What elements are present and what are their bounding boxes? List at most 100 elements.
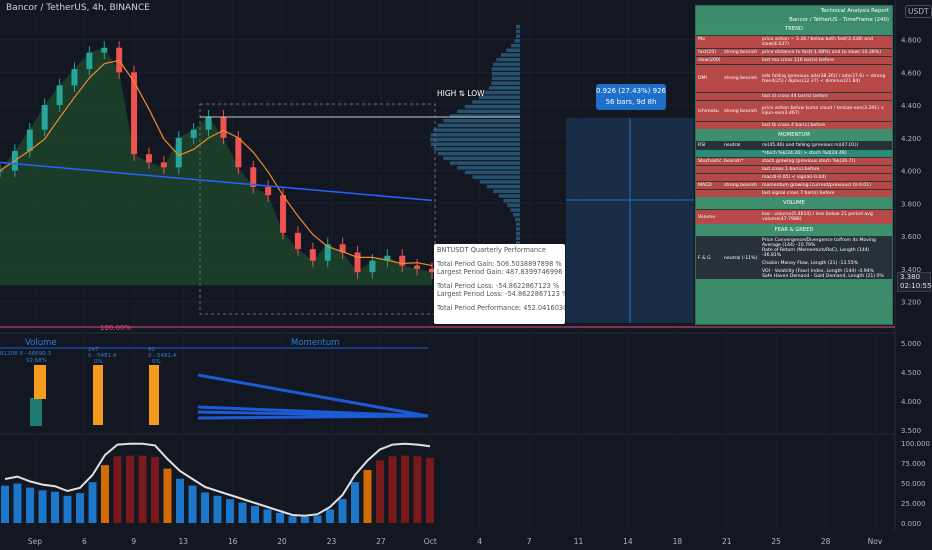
momentum-bar: [326, 509, 334, 523]
perf-largest-gain: Largest Period Gain: 487.8399746996 %: [437, 268, 565, 276]
ta-section-fear: FEAR & GREED: [696, 224, 892, 236]
momentum-bar: [276, 512, 284, 523]
volume-profile-bar: [514, 39, 520, 43]
volume-block: [149, 365, 159, 425]
volume-profile-bar: [493, 62, 520, 67]
volume-profile-bar: [484, 90, 520, 95]
volume-profile-bar: [430, 137, 520, 142]
time-tick-label: 18: [673, 537, 683, 546]
ta-title: Technical Analysis Report: [820, 8, 889, 14]
volume-profile-bar: [472, 175, 520, 179]
volume-profile-bar: [443, 119, 520, 123]
ta-macd-text2: momentum growing (current/previous) 0/-0…: [762, 183, 871, 188]
momentum-bar: [213, 495, 222, 523]
candle-body: [384, 255, 391, 261]
momentum-bar: [301, 516, 309, 523]
slow-ma-line: [0, 161, 433, 202]
ta-dmi-label: DMI: [698, 76, 707, 81]
volume-profile-bar: [479, 95, 520, 99]
ta-fg-state: neutral (-11%): [724, 255, 758, 261]
time-tick-label: 11: [574, 537, 584, 546]
volume-profile-bar: [491, 81, 520, 85]
ta-dmi-text: adx falling (previous adx(38.36)) / adx(…: [762, 73, 886, 84]
volume-profile-bar: [493, 189, 520, 193]
momentum-bar: [401, 455, 409, 523]
momentum-bar: [151, 457, 159, 523]
ta-fg-text3b: Safe Haven Demand - Gold Demand, Length …: [762, 273, 884, 279]
volume-profile-bar: [491, 72, 520, 76]
volume-profile-bar: [430, 133, 520, 137]
volume-profile-bar: [449, 114, 520, 118]
price-tick-label: 4.400: [901, 102, 921, 110]
ta-section-volume: VOLUME: [696, 197, 892, 209]
candle-body: [339, 244, 346, 253]
momentum-bar: [376, 460, 384, 523]
ta-fg-text1b: Rate of Return (Momentum/RoC), Length (1…: [762, 247, 870, 258]
momentum-bar: [88, 482, 97, 523]
candle-body: [71, 69, 78, 86]
candle-body: [26, 129, 33, 151]
time-tick-label: Nov: [868, 537, 883, 546]
momentum-bar: [1, 485, 9, 523]
momentum-trendline: [197, 414, 429, 420]
volume-profile-bar: [510, 43, 520, 48]
volume-profile-bar: [516, 222, 520, 226]
symbol-title: Bancor / TetherUS, 4h, BINANCE: [6, 3, 150, 13]
ta-macd-text3: last signal cross 7 bar(s) before: [762, 191, 835, 196]
time-tick-label: 23: [327, 537, 337, 546]
fast-ma-line: [0, 59, 433, 267]
volume-profile-bar: [516, 231, 520, 236]
countdown: 02:10:55: [900, 282, 932, 290]
last-price-tag: 3.380 02:10:55: [897, 272, 931, 292]
momentum-bar: [288, 516, 297, 523]
momentum-bar: [13, 483, 22, 523]
volume-profile-bar: [516, 227, 520, 231]
candle-body: [41, 105, 48, 130]
momentum-bar: [338, 499, 347, 523]
volume-label: 0 - 5481.4: [148, 353, 177, 359]
time-tick-label: 20: [277, 537, 287, 546]
measure-box: 0.926 (27.43%) 926 56 bars, 9d 8h: [596, 84, 666, 110]
volume-profile-bar: [491, 76, 520, 81]
currency-badge[interactable]: USDT: [905, 5, 932, 18]
ta-section-momentum: MOMENTUM: [696, 129, 892, 141]
momentum-trendline: [197, 373, 429, 418]
momentum-bar: [138, 455, 147, 523]
volume-profile-bar: [513, 213, 520, 217]
volume-profile-bar: [464, 104, 520, 109]
measure-line1: 0.926 (27.43%) 926: [596, 87, 667, 95]
volume-profile-bar: [486, 184, 520, 189]
measure-line2: 56 bars, 9d 8h: [605, 98, 657, 106]
price-tick-label: 3.800: [901, 200, 921, 208]
ta-rsi-text: rsi(45.46) and falling (previous rsi(47.…: [762, 143, 859, 148]
volume-profile-bar: [514, 217, 520, 222]
volume-tick-label: 3.500: [901, 427, 921, 435]
last-price: 3.380: [900, 273, 921, 281]
ta-vol-label: Volume: [698, 214, 716, 220]
volume-profile-bar: [516, 236, 520, 240]
time-tick-label: 6: [82, 537, 87, 546]
price-tick-label: 4.800: [901, 37, 921, 45]
candle-body: [414, 265, 421, 269]
volume-profile-bar: [472, 100, 520, 104]
price-tick-label: 4.000: [901, 168, 921, 176]
momentum-tick-label: 25.000: [901, 500, 926, 508]
candle-body: [324, 244, 331, 261]
ta-ichi-text2: last tk cross 4 bar(s) before: [762, 123, 826, 128]
candle-body: [265, 186, 272, 196]
ta-stoch-label: Stochastic: [698, 159, 722, 164]
momentum-bar: [163, 468, 172, 523]
candle-body: [250, 167, 257, 187]
volume-profile-bar: [500, 53, 520, 57]
volume-profile-bar: [506, 48, 520, 52]
volume-profile-bar: [516, 25, 520, 29]
volume-profile-bar: [437, 123, 520, 128]
volume-profile-bar: [449, 161, 520, 165]
ta-fast-label: fast(20): [698, 50, 717, 55]
ta-stoch-text: *stoch %k(34.26) > stoch %d(24.48): [762, 151, 847, 156]
volume-profile-bar: [457, 166, 520, 170]
momentum-bar: [363, 469, 372, 523]
momentum-bar: [113, 456, 122, 523]
momentum-line: [4, 442, 431, 517]
ta-slow-text: last ma cross 116 bar(s) before: [762, 58, 834, 63]
